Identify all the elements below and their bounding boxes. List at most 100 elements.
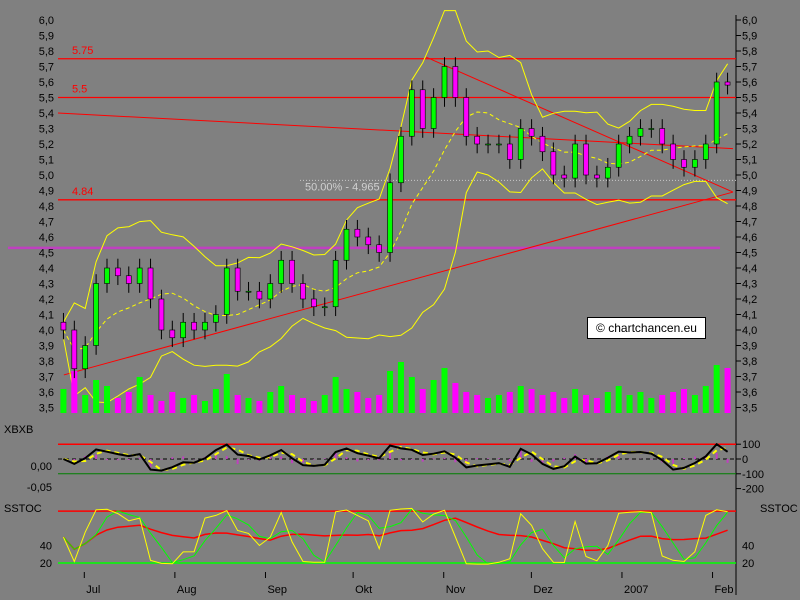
price-label-left: 4,5 <box>39 248 54 260</box>
month-label: Okt <box>355 584 372 596</box>
candle-body <box>463 97 470 137</box>
price-label-right: 4,6 <box>742 232 757 244</box>
lower-bollinger-band <box>62 168 728 404</box>
candle-body <box>387 182 393 253</box>
candle-body <box>300 283 306 300</box>
xbxb-right-label: -100 <box>742 469 764 481</box>
price-label-right: 3,7 <box>742 372 757 384</box>
volume-bar <box>125 392 132 413</box>
volume-bar <box>419 389 426 413</box>
volume-bar <box>452 383 459 413</box>
month-label: 2007 <box>624 584 648 596</box>
price-label-left: 3,5 <box>39 403 54 415</box>
candle-body <box>430 97 437 129</box>
candle-body <box>245 290 252 293</box>
price-label-right: 5,0 <box>742 170 757 182</box>
price-label-right: 4,9 <box>742 186 757 198</box>
candle-body <box>539 135 546 153</box>
volume-bar <box>234 395 241 413</box>
price-label-left: 5,6 <box>39 77 54 89</box>
month-label: Dez <box>533 584 553 596</box>
xbxb-right-label: 0 <box>742 454 748 466</box>
price-label-right: 3,5 <box>742 403 757 415</box>
volume-bar <box>60 389 67 413</box>
price-label-left: 5,8 <box>39 46 54 58</box>
volume-bar <box>691 395 698 413</box>
candle-body <box>702 143 709 160</box>
month-label: Aug <box>177 584 197 596</box>
volume-bar <box>114 398 121 413</box>
candle-body <box>626 135 633 145</box>
volume-bar <box>245 398 252 413</box>
candle-body <box>528 128 535 137</box>
price-label-left: 5,1 <box>39 155 54 167</box>
candle-body <box>125 275 132 284</box>
xbxb-left-label: -0,05 <box>27 482 52 494</box>
candle-body <box>343 228 350 261</box>
sstoc-fast-line <box>62 507 728 565</box>
price-label-right: 5,4 <box>742 108 757 120</box>
price-label-left: 3,7 <box>39 372 54 384</box>
candle-body <box>713 81 720 145</box>
price-label-left: 5,9 <box>39 31 54 43</box>
candle-body <box>93 283 99 346</box>
horizontal-line-label: 4.84 <box>72 186 93 198</box>
volume-bar <box>517 386 524 413</box>
xbxb-line <box>62 442 729 472</box>
trend-line <box>63 191 734 376</box>
middle-band <box>62 111 728 350</box>
sstoc-right-label: 40 <box>742 541 754 553</box>
volume-bar <box>397 362 404 413</box>
price-label-right: 3,9 <box>742 341 757 353</box>
price-label-left: 4,0 <box>39 325 54 337</box>
candle-body <box>169 329 176 339</box>
xbxb-signal-line <box>63 445 728 472</box>
candle-body <box>147 267 154 300</box>
volume-bar <box>626 395 633 413</box>
candle-body <box>550 151 557 176</box>
sstoc-left-label: 40 <box>40 541 52 553</box>
candle-body <box>223 267 230 315</box>
month-label: Nov <box>446 584 466 596</box>
price-label-left: 3,8 <box>39 356 54 368</box>
candle-body <box>724 81 731 86</box>
volume-bar <box>169 392 176 413</box>
price-label-left: 4,2 <box>39 294 54 306</box>
candle-body <box>474 135 480 145</box>
candle-body <box>115 267 121 277</box>
candle-body <box>60 321 67 331</box>
candle-body <box>604 166 611 179</box>
volume-bar <box>670 392 677 413</box>
price-label-right: 5,8 <box>742 46 757 58</box>
sstoc-left-label: 20 <box>40 558 52 570</box>
price-label-left: 4,8 <box>39 201 54 213</box>
candle-body <box>485 143 491 146</box>
price-label-right: 5,1 <box>742 155 757 167</box>
candle-body <box>278 259 284 284</box>
candle-body <box>289 259 295 284</box>
volume-bar <box>702 386 709 413</box>
volume-bar <box>408 377 415 413</box>
price-label-right: 4,0 <box>742 325 757 337</box>
candle-body <box>180 321 187 339</box>
candle-body <box>398 135 404 184</box>
horizontal-line-label: 5.5 <box>72 84 87 96</box>
volume-bar <box>637 392 644 413</box>
candle-body <box>419 89 426 129</box>
volume-bar <box>299 398 306 413</box>
volume-bar <box>724 368 731 413</box>
volume-bar <box>180 398 187 413</box>
month-label: Sep <box>267 584 287 596</box>
candle-body <box>202 321 208 331</box>
horizontal-line-label: 5.75 <box>72 45 93 57</box>
price-label-right: 4,1 <box>742 310 757 322</box>
candle-body <box>507 143 513 160</box>
candle-body <box>594 174 600 179</box>
candle-body <box>104 267 110 284</box>
sstoc-title: SSTOC <box>4 503 42 515</box>
price-label-left: 5,2 <box>39 139 54 151</box>
price-label-left: 5,7 <box>39 62 54 74</box>
volume-bar <box>528 389 535 413</box>
price-label-left: 6,0 <box>39 15 54 27</box>
candle-body <box>681 159 687 168</box>
